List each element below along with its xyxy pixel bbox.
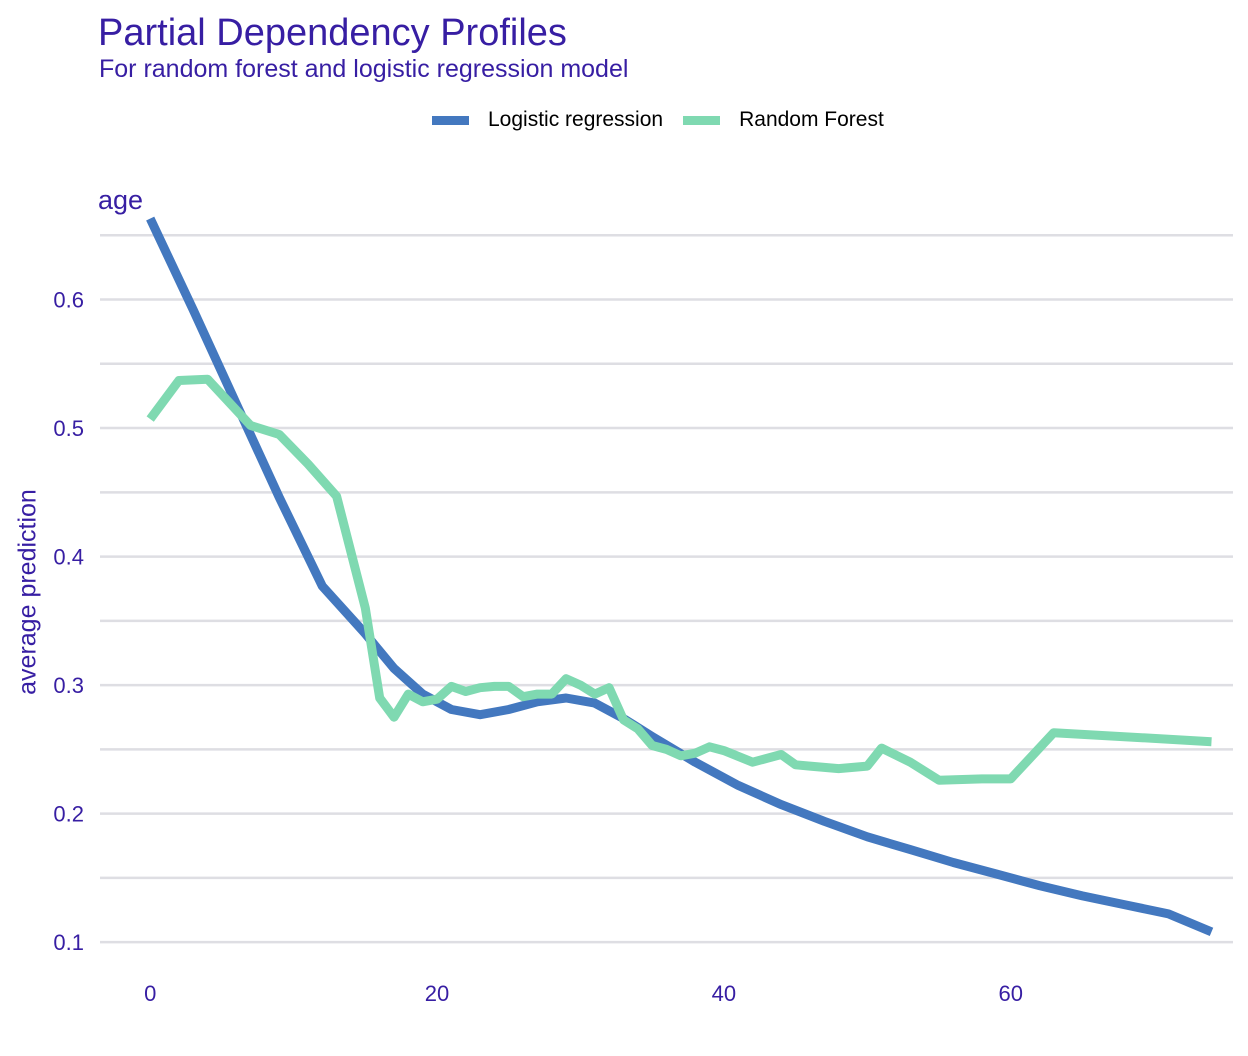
y-tick-labels: 0.1 0.2 0.3 0.4 0.5 0.6: [53, 288, 84, 956]
legend: Logistic regression Random Forest: [432, 105, 884, 135]
series-line-random-forest: [146, 374, 1212, 785]
y-tick-label-0_4: 0.4: [53, 545, 84, 570]
legend-label-logistic-regression: Logistic regression: [488, 108, 664, 131]
y-tick-label-0_3: 0.3: [53, 673, 84, 698]
series-layer: [146, 216, 1214, 937]
series-line-logistic-regression: [146, 216, 1214, 937]
legend-key-random-forest: [683, 115, 721, 125]
chart-subtitle: For random forest and logistic regressio…: [99, 55, 629, 83]
legend-item-random-forest: Random Forest: [683, 108, 884, 132]
y-tick-label-0_6: 0.6: [53, 288, 84, 313]
x-tick-label-0: 0: [144, 981, 156, 1006]
facet-label: age: [98, 185, 144, 215]
legend-label-random-forest: Random Forest: [739, 108, 884, 131]
legend-item-logistic-regression: Logistic regression: [432, 108, 663, 132]
x-tick-label-40: 40: [712, 981, 736, 1006]
x-tick-labels: 0 20 40 60: [144, 981, 1023, 1006]
y-tick-label-0_2: 0.2: [53, 802, 84, 827]
chart-title: Partial Dependency Profiles: [98, 12, 567, 54]
x-tick-label-60: 60: [998, 981, 1022, 1006]
grid-layer: [100, 234, 1233, 944]
y-tick-label-0_5: 0.5: [53, 416, 84, 441]
x-tick-label-20: 20: [425, 981, 449, 1006]
y-tick-label-0_1: 0.1: [53, 930, 84, 955]
legend-key-logistic-regression: [432, 115, 469, 125]
